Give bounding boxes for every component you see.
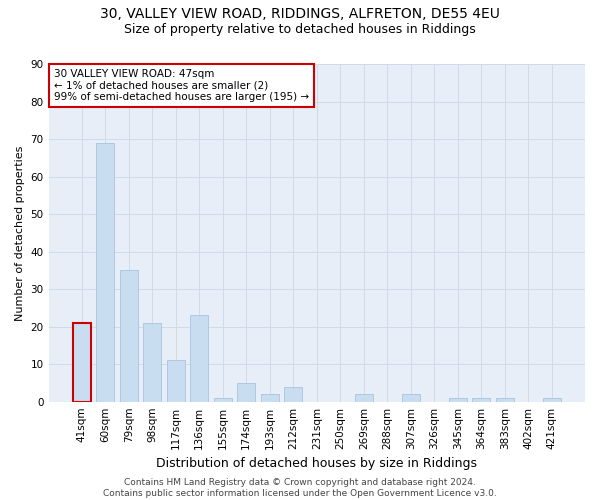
Bar [402,394,419,402]
Bar [496,398,514,402]
Text: Size of property relative to detached houses in Riddings: Size of property relative to detached ho… [124,22,476,36]
Bar [284,386,302,402]
Bar [261,394,278,402]
Bar [472,398,490,402]
Text: 30, VALLEY VIEW ROAD, RIDDINGS, ALFRETON, DE55 4EU: 30, VALLEY VIEW ROAD, RIDDINGS, ALFRETON… [100,8,500,22]
Bar [120,270,137,402]
Text: Contains HM Land Registry data © Crown copyright and database right 2024.
Contai: Contains HM Land Registry data © Crown c… [103,478,497,498]
Bar [355,394,373,402]
Bar [238,383,255,402]
Text: 30 VALLEY VIEW ROAD: 47sqm
← 1% of detached houses are smaller (2)
99% of semi-d: 30 VALLEY VIEW ROAD: 47sqm ← 1% of detac… [54,69,309,102]
Bar [190,316,208,402]
Bar [449,398,467,402]
Bar [543,398,560,402]
Bar [97,143,114,402]
Bar [167,360,185,402]
Bar [73,323,91,402]
Y-axis label: Number of detached properties: Number of detached properties [15,145,25,320]
Bar [214,398,232,402]
Bar [143,323,161,402]
X-axis label: Distribution of detached houses by size in Riddings: Distribution of detached houses by size … [156,457,477,470]
